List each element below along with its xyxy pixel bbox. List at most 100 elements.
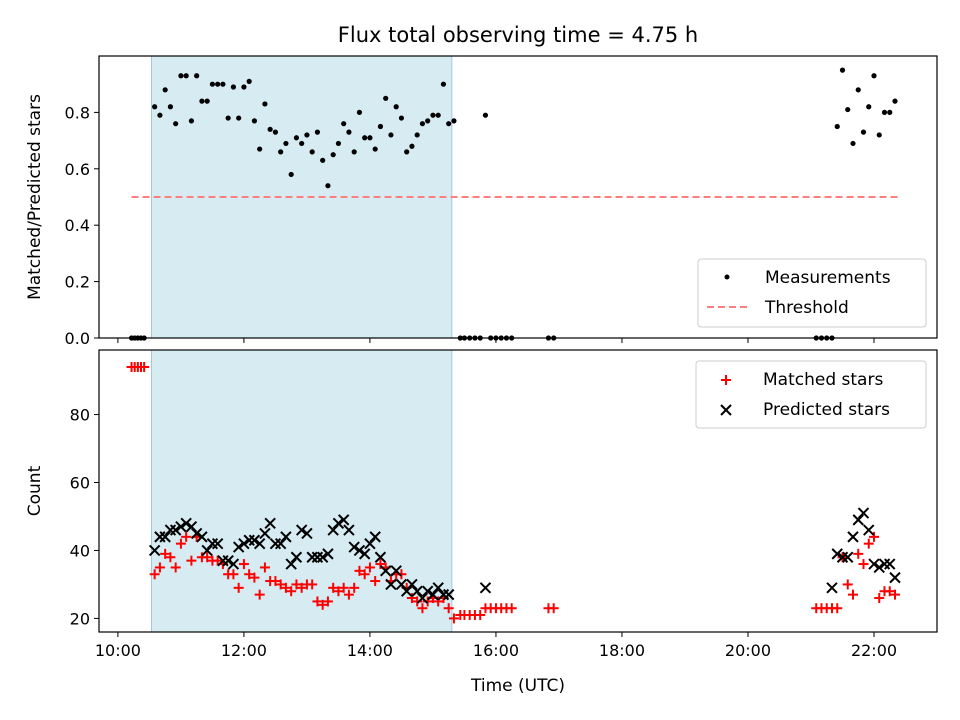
predicted-stars-point [322,548,334,560]
y-tick-label: 60 [70,474,90,493]
matched-stars-point [433,596,444,607]
measurement-point [855,87,861,93]
predicted-stars-point [169,524,182,536]
matched-stars-point [832,603,843,614]
predicted-stars-point [884,558,896,570]
measurement-point [194,73,200,79]
measurement-point [435,112,441,118]
measurement-point [188,118,195,124]
predicted-stars-point [847,531,859,543]
predicted-stars-point [243,534,255,546]
measurement-point [309,149,315,155]
predicted-stars-point [232,541,245,553]
y-tick-label: 0.0 [65,329,90,348]
measurement-point [341,121,347,127]
measurement-point [871,73,877,79]
matched-stars-point [296,582,307,593]
predicted-stars-point [211,537,224,550]
measurement-point [834,123,840,130]
measurement-point [404,149,410,155]
matched-stars-point [364,562,375,573]
measurement-point [430,112,436,118]
top-chart-title: Flux total observing time = 4.75 h [338,23,698,47]
predicted-stars-point [878,558,891,570]
legend-matched-stars-marker [721,375,731,385]
predicted-stars-point [259,527,271,540]
matched-stars-point [280,582,291,593]
measurement-point [845,106,851,113]
predicted-stars-point [868,558,880,570]
measurement-point [152,104,158,110]
matched-stars-point [548,603,559,614]
predicted-stars-point [826,582,838,594]
matched-stars-point [175,538,186,549]
matched-stars-point [475,610,486,621]
matched-stars-point [322,596,333,607]
predicted-stars-point [364,537,376,550]
matched-stars-point [338,582,349,593]
matched-stars-point [406,593,417,604]
legend-predicted-stars-label: Predicted stars [763,400,890,420]
predicted-stars-point [358,548,371,560]
predicted-stars-point [217,554,229,567]
measurement-point [251,118,258,124]
predicted-stars-point [385,578,397,591]
measurement-point [204,98,210,104]
predicted-stars-point [836,551,849,563]
y-tick-label: 0.6 [65,160,90,179]
matched-stars-point [874,593,885,604]
measurement-point [257,146,263,152]
matched-stars-point [181,531,192,542]
measurement-point [860,129,867,135]
predicted-stars-point [148,544,161,557]
measurement-point [283,140,289,147]
matched-stars-point [349,582,360,593]
predicted-stars-point [432,582,444,594]
predicted-stars-point [437,588,450,601]
y-tick-label: 0.4 [65,216,90,235]
matched-stars-point [422,596,433,607]
measurement-point [209,81,216,87]
top-panel-frame [98,55,938,339]
y-tick-label: 0.2 [65,273,90,292]
predicted-stars-point [889,571,901,584]
y-tick-label: 40 [70,541,90,560]
matched-stars-point [853,548,864,559]
matched-stars-point [165,552,176,563]
measurement-point [388,132,394,138]
legend-x-glyph [720,404,732,416]
bottom-panel-legend-box [695,360,927,429]
predicted-stars-point [842,551,854,563]
measurement-point [173,121,179,127]
measurement-point [839,67,846,73]
bottom-panel-x-ticks: 10:00 12:00 14:00 16:00 18:00 20:00 22:00 [95,632,897,660]
bottom-panel-marks [126,361,901,624]
predicted-stars-point [206,537,219,550]
x-axis-label: Time (UTC) [470,676,565,696]
y-tick-label: 80 [70,406,90,425]
measurement-point [246,78,252,84]
predicted-stars-point [395,578,408,591]
x-tick-label: 12:00 [221,641,267,660]
measurement-point [876,132,882,138]
measurement-point [304,132,310,138]
measurement-point [293,135,300,141]
predicted-stars-point [180,517,192,529]
measurement-point [482,112,489,118]
measurement-point [367,135,373,141]
measurement-point [299,140,305,147]
predicted-stars-point [379,565,392,577]
predicted-stars-point [348,541,360,553]
matched-stars-point [312,596,323,607]
predicted-stars-point [222,554,234,567]
y-tick-label: 20 [70,609,90,628]
measurement-point [409,143,415,149]
matched-stars-point [212,555,223,566]
measurement-point [236,115,242,121]
matched-stars-point [270,576,281,587]
predicted-stars-point [175,520,187,533]
bottom-panel: 20 40 60 80 10:00 12:00 14:00 16:00 18:00 20:00 2… [25,349,938,696]
predicted-stars-point [159,531,171,543]
matched-stars-point [228,569,239,580]
measurement-point [162,87,168,93]
